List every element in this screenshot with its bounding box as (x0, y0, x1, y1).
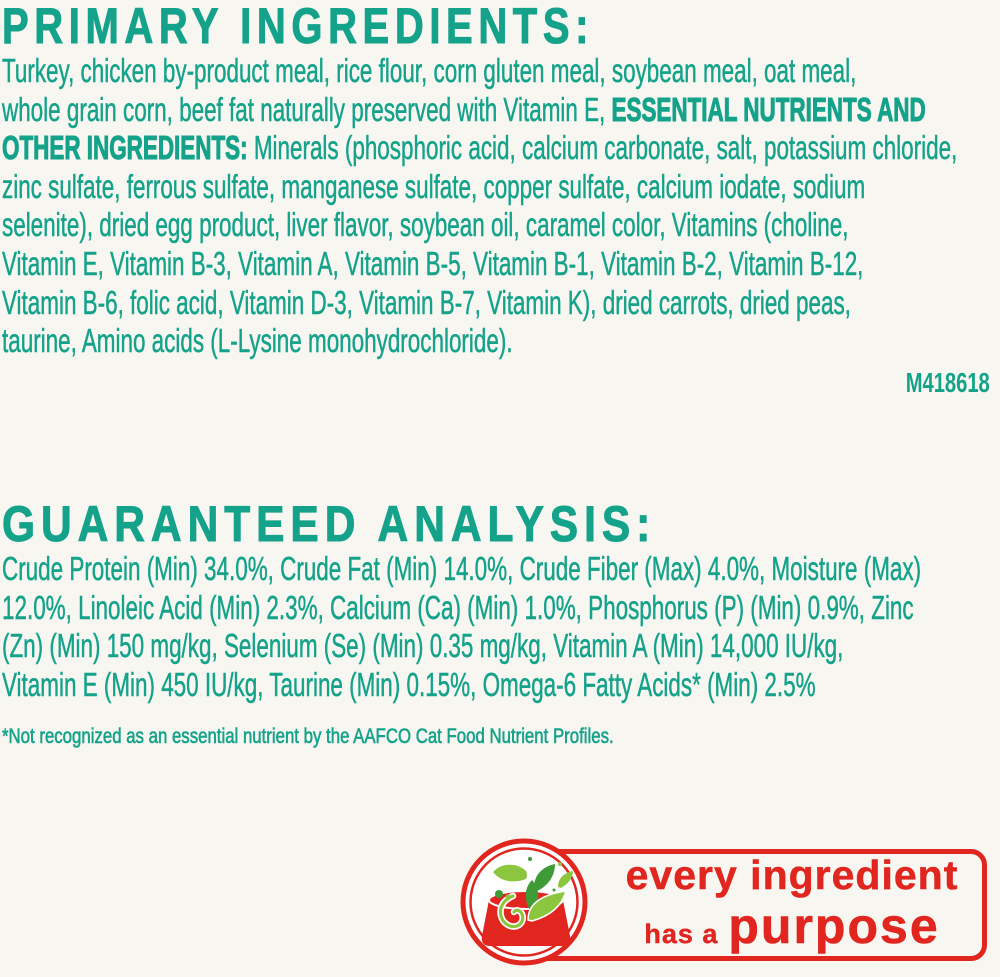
badge-slogan-line1: every ingredient (625, 852, 959, 899)
product-code: M418618 (905, 367, 990, 398)
badge-slogan-purpose: purpose (728, 898, 940, 954)
text-line: zinc sulfate, ferrous sulfate, manganese… (2, 167, 866, 206)
text-line: OTHER INGREDIENTS: Minerals (phosphoric … (2, 129, 958, 167)
primary-ingredients-text: Turkey, chicken by-product meal, rice fl… (2, 52, 1000, 361)
bowl-with-leaves-icon (460, 838, 588, 966)
text-line: (Zn) (Min) 150 mg/kg, Selenium (Se) (Min… (2, 627, 844, 665)
text-line: taurine, Amino acids (L-Lysine monohydro… (2, 322, 513, 360)
text-line: Crude Protein (Min) 34.0%, Crude Fat (Mi… (2, 550, 922, 588)
badge-slogan-has-a: has a (644, 919, 719, 949)
badge-slogan: every ingredient has a purpose (606, 852, 978, 965)
text-line: Vitamin B-6, folic acid, Vitamin D-3, Vi… (2, 283, 851, 321)
text-line: Vitamin E (Min) 450 IU/kg, Taurine (Min)… (2, 665, 816, 704)
text-line: selenite), dried egg product, liver flav… (2, 206, 849, 244)
primary-ingredients-heading: PRIMARY INGREDIENTS: (2, 0, 595, 55)
text-line: Vitamin E, Vitamin B-3, Vitamin A, Vitam… (2, 244, 864, 283)
aafco-footnote: *Not recognized as an essential nutrient… (2, 725, 614, 749)
badge-slogan-line2: has a purpose (606, 900, 978, 965)
guaranteed-analysis-heading: GUARANTEED ANALYSIS: (2, 496, 657, 553)
text-line: 12.0%, Linoleic Acid (Min) 2.3%, Calcium… (2, 588, 914, 626)
text-line: Turkey, chicken by-product meal, rice fl… (2, 52, 857, 90)
every-ingredient-badge: every ingredient has a purpose (456, 834, 990, 974)
guaranteed-analysis-text: Crude Protein (Min) 34.0%, Crude Fat (Mi… (2, 550, 1000, 704)
text-line: whole grain corn, beef fat naturally pre… (2, 90, 926, 128)
